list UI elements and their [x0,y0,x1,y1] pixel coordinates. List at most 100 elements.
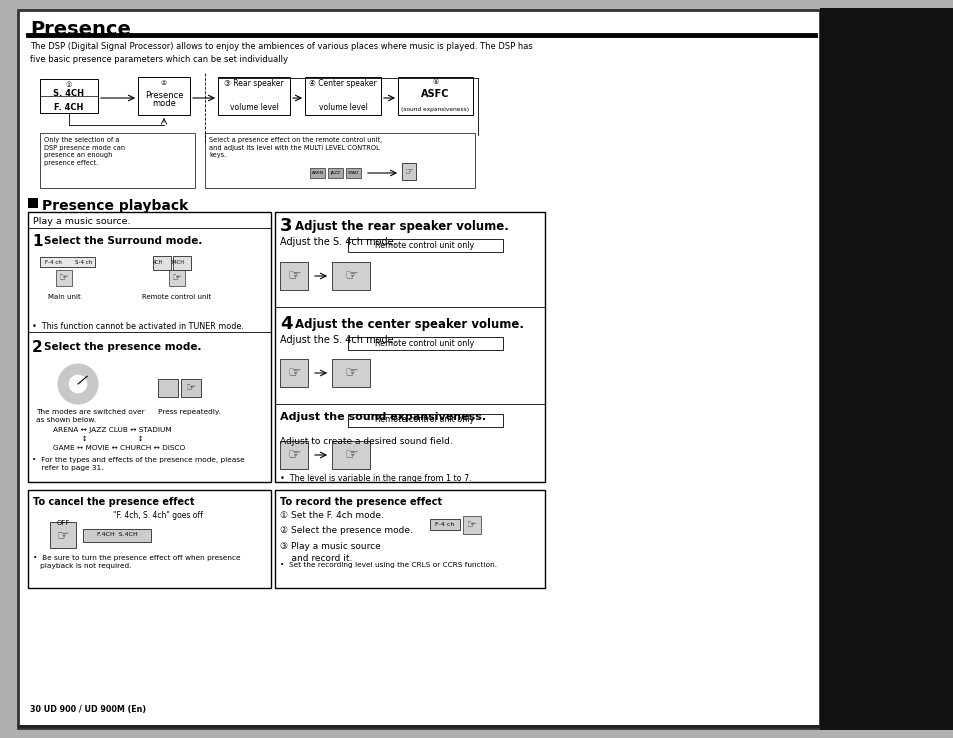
Text: Presence: Presence [30,20,131,39]
Bar [18,10,820,728]
Bar [40,79,98,113]
Text: 30 UD 900 / UD 900M (En): 30 UD 900 / UD 900M (En) [30,705,146,714]
Text: •  This function cannot be activated in TUNER mode.: • This function cannot be activated in T… [32,322,244,331]
Bar [328,168,343,178]
Bar [332,441,370,469]
Text: Adjust the S. 4ch mode.: Adjust the S. 4ch mode. [280,237,396,247]
Bar [28,212,271,482]
Bar [348,337,502,350]
Bar [218,77,290,115]
Bar [50,522,76,548]
Bar [310,168,325,178]
Text: Adjust the S. 4ch mode.: Adjust the S. 4ch mode. [280,335,396,345]
Text: ☞: ☞ [404,167,413,177]
Text: ☞: ☞ [186,383,195,393]
Text: Only the selection of a
DSP presence mode can
presence an enough
presence effect: Only the selection of a DSP presence mod… [44,137,125,166]
Text: ☞: ☞ [59,273,69,283]
Text: Remote control unit: Remote control unit [142,294,212,300]
Text: ①: ① [66,82,72,88]
Text: The DSP (Digital Signal Processor) allows to enjoy the ambiences of various plac: The DSP (Digital Signal Processor) allow… [30,42,532,63]
Text: ⑤: ⑤ [432,79,438,85]
Bar [18,725,820,728]
Text: Adjust the sound expansiveness.: Adjust the sound expansiveness. [280,412,486,422]
Text: The modes are switched over
as shown below.: The modes are switched over as shown bel… [36,409,145,423]
Text: AREN: AREN [312,171,323,175]
Text: Play a music source.: Play a music source. [33,217,131,226]
Text: (sound expansiveness): (sound expansiveness) [401,108,469,112]
Text: Select the Surround mode.: Select the Surround mode. [44,236,202,246]
Bar [152,256,171,270]
Bar [181,379,201,397]
Text: "F. 4ch, S. 4ch" goes off: "F. 4ch, S. 4ch" goes off [112,511,203,520]
Bar [332,359,370,387]
Bar [28,490,271,588]
Bar [346,168,360,178]
Bar [332,262,370,290]
Text: 4CH: 4CH [152,261,163,266]
Bar [138,77,190,115]
Bar [462,516,480,534]
Text: •  Set the recording level using the CRLS or CCRS function.: • Set the recording level using the CRLS… [280,562,497,568]
Text: JAZZ: JAZZ [330,171,340,175]
Bar [40,257,95,267]
Bar [274,490,544,588]
Text: mode: mode [152,98,175,108]
Bar [820,8,953,730]
Text: ① Set the F. 4ch mode.: ① Set the F. 4ch mode. [280,511,383,520]
Bar [172,256,191,270]
Text: Adjust the center speaker volume.: Adjust the center speaker volume. [294,318,523,331]
Text: F4CH: F4CH [172,261,184,266]
Circle shape [58,364,98,404]
Bar [430,519,459,530]
Text: Remote control unit only: Remote control unit only [375,241,475,249]
Text: Main unit: Main unit [48,294,80,300]
Text: Select the presence mode.: Select the presence mode. [44,342,201,352]
Text: 2: 2 [32,340,43,355]
Circle shape [69,375,87,393]
Text: Select a presence effect on the remote control unit,
and adjust its level with t: Select a presence effect on the remote c… [209,137,382,159]
Bar [40,133,194,188]
Text: Presence playback: Presence playback [42,199,188,213]
Bar [305,77,380,115]
Text: ☞: ☞ [287,447,300,463]
Text: F. 4CH: F. 4CH [54,103,84,112]
Text: volume level: volume level [318,103,367,112]
Bar [348,414,502,427]
Text: ②: ② [161,80,167,86]
Text: ③ Rear speaker: ③ Rear speaker [224,79,283,88]
Bar [83,529,151,542]
Bar [274,212,544,482]
Bar [401,163,416,180]
Text: ☞: ☞ [56,528,70,542]
Text: •  For the types and effects of the presence mode, please
    refer to page 31.: • For the types and effects of the prese… [32,457,244,471]
Text: To record the presence effect: To record the presence effect [280,497,441,507]
Bar [158,379,178,397]
Text: Remote control unit only: Remote control unit only [375,339,475,348]
Text: ☞: ☞ [344,269,357,283]
Text: 4: 4 [280,315,293,333]
Text: To cancel the presence effect: To cancel the presence effect [33,497,194,507]
Text: OFF: OFF [56,520,70,526]
Text: ARENA ↔ JAZZ CLUB ↔ STADIUM
            ↕                     ↕
GAME ↔ MOVIE ↔ C: ARENA ↔ JAZZ CLUB ↔ STADIUM ↕ ↕ GAME ↔ M… [53,427,185,451]
Bar [280,359,308,387]
Text: ☞: ☞ [467,520,476,530]
Text: F.4CH  S.4CH: F.4CH S.4CH [96,533,137,537]
Text: ☞: ☞ [344,447,357,463]
Text: volume level: volume level [230,103,278,112]
Text: Presence: Presence [145,91,183,100]
Text: F-4 ch: F-4 ch [435,522,455,526]
Bar [280,441,308,469]
Text: ☞: ☞ [172,273,182,283]
Text: ② Select the presence mode.: ② Select the presence mode. [280,526,413,535]
Bar [397,77,473,115]
Bar [280,262,308,290]
Text: ☞: ☞ [287,269,300,283]
Bar [348,239,502,252]
Bar [56,270,71,286]
Text: 1: 1 [32,234,43,249]
Text: •  Be sure to turn the presence effect off when presence
   playback is not requ: • Be sure to turn the presence effect of… [33,555,240,569]
Text: ☞: ☞ [344,365,357,381]
Bar [205,133,475,188]
Text: STAD: STAD [348,171,358,175]
Bar [169,270,185,286]
